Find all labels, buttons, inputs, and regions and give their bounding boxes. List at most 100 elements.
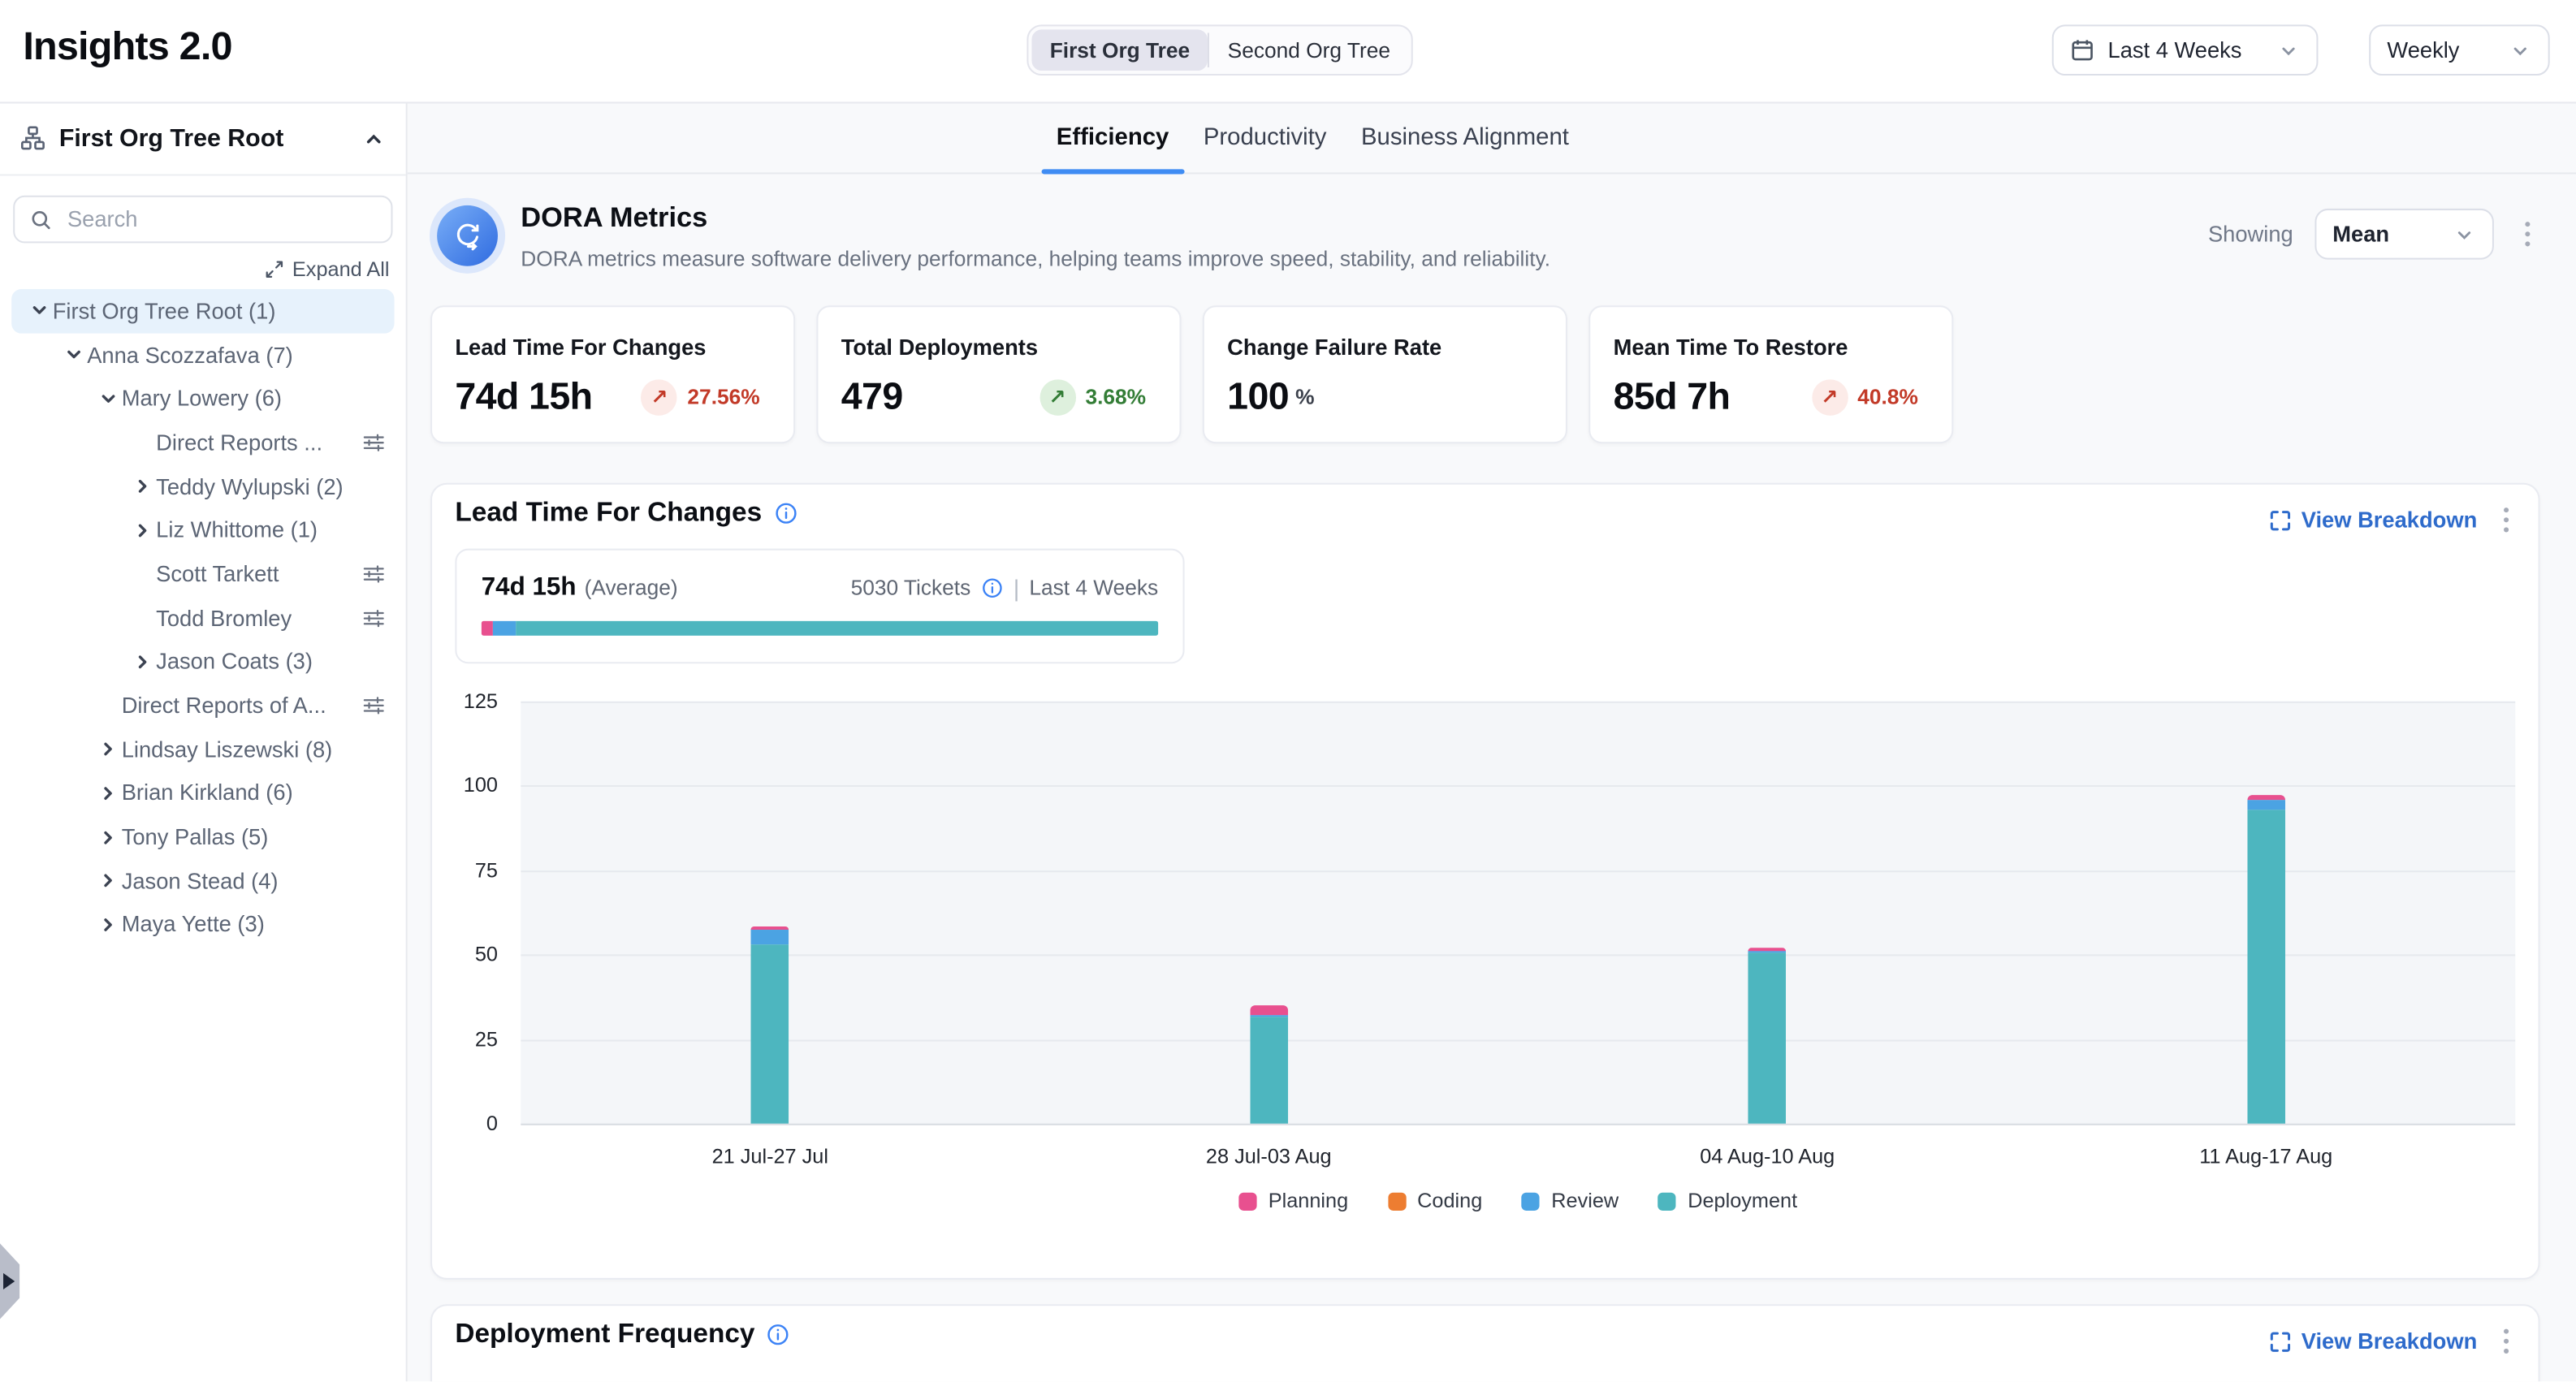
tree-chevron-spacer <box>128 561 156 587</box>
chevron-right-icon[interactable] <box>128 517 156 543</box>
chevron-right-icon[interactable] <box>93 824 121 850</box>
metric-card-delta-value: 27.56% <box>687 384 759 408</box>
y-axis-tick-label: 0 <box>432 1112 498 1135</box>
legend-item-review[interactable]: Review <box>1522 1190 1619 1212</box>
tree-item-label: Todd Bromley <box>156 606 292 630</box>
tab-productivity[interactable]: Productivity <box>1204 101 1327 172</box>
info-icon[interactable] <box>767 1323 791 1347</box>
sidebar-collapse-chevron-up-icon[interactable] <box>361 126 386 150</box>
metric-card-title: Total Deployments <box>841 335 1152 360</box>
tree-item-tony-pallas-5[interactable]: Tony Pallas (5) <box>11 815 394 859</box>
trend-up-arrow-icon: ↗ <box>642 378 678 415</box>
metric-card-delta-value: 3.68% <box>1085 384 1146 408</box>
tree-item-label: Teddy Wylupski (2) <box>156 474 343 499</box>
dora-cycle-icon <box>437 205 498 266</box>
tree-item-direct-reports-of-a[interactable]: Direct Reports of A... <box>11 684 394 728</box>
tree-chevron-spacer <box>128 430 156 456</box>
tree-item-liz-whittome-1[interactable]: Liz Whittome (1) <box>11 508 394 552</box>
chart-legend: Planning Coding Review Deployment <box>521 1190 2515 1212</box>
deployment-frequency-kebab-menu-icon[interactable] <box>2494 1323 2519 1361</box>
lead-time-kebab-menu-icon[interactable] <box>2494 501 2519 539</box>
filter-sliders-icon[interactable] <box>361 562 386 586</box>
search-icon <box>29 208 52 231</box>
chevron-down-icon <box>2453 222 2475 245</box>
tab-efficiency[interactable]: Efficiency <box>1057 101 1169 172</box>
tree-item-direct-reports[interactable]: Direct Reports ... <box>11 421 394 464</box>
tree-item-label: Jason Coats (3) <box>156 650 313 674</box>
phase-segment-planning <box>482 621 492 636</box>
y-axis-tick-label: 125 <box>432 690 498 713</box>
tabs: Efficiency Productivity Business Alignment <box>1057 101 1569 172</box>
dora-titles: DORA Metrics DORA metrics measure softwa… <box>521 202 1550 271</box>
bar-segment-review <box>751 930 789 944</box>
deployment-frequency-title-row: Deployment Frequency <box>455 1319 791 1350</box>
expand-all-button[interactable]: Expand All <box>16 258 389 281</box>
view-breakdown-button[interactable]: View Breakdown <box>2268 507 2477 532</box>
tree-item-label: Tony Pallas (5) <box>122 825 269 849</box>
tree-item-maya-yette-3[interactable]: Maya Yette (3) <box>11 903 394 947</box>
top-controls: Last 4 Weeks Weekly <box>2052 24 2550 76</box>
showing-select[interactable]: Mean <box>2315 209 2494 260</box>
gridline <box>521 786 2515 788</box>
tab-business-alignment[interactable]: Business Alignment <box>1361 101 1569 172</box>
bar-21-jul-27-jul[interactable] <box>751 927 789 1124</box>
org-tree-sidebar: First Org Tree Root Expand All First Org… <box>0 101 408 1381</box>
metric-card-value: 100 <box>1227 374 1289 419</box>
bar-11-aug-17-aug[interactable] <box>2247 795 2285 1123</box>
chevron-right-icon[interactable] <box>128 473 156 499</box>
chevron-down-icon[interactable] <box>24 298 52 324</box>
info-icon[interactable] <box>773 501 797 525</box>
tree-item-scott-tarkett[interactable]: Scott Tarkett <box>11 552 394 596</box>
chevron-right-icon[interactable] <box>128 649 156 675</box>
chevron-right-icon[interactable] <box>93 868 121 894</box>
bar-segment-review <box>2247 801 2285 810</box>
chevron-down-icon[interactable] <box>93 386 121 412</box>
summary-row: 74d 15h (Average) 5030 Tickets | Last 4 … <box>482 573 1158 602</box>
tree-item-label: Maya Yette (3) <box>122 913 265 937</box>
tree-item-jason-stead-4[interactable]: Jason Stead (4) <box>11 859 394 903</box>
tree-item-mary-lowery-6[interactable]: Mary Lowery (6) <box>11 377 394 421</box>
date-range-select[interactable]: Last 4 Weeks <box>2052 24 2319 76</box>
chevron-right-icon[interactable] <box>93 780 121 806</box>
search-input[interactable] <box>64 205 376 233</box>
chevron-right-icon[interactable] <box>93 736 121 762</box>
sidebar-header: First Org Tree Root <box>0 101 406 175</box>
legend-item-deployment[interactable]: Deployment <box>1658 1190 1797 1212</box>
view-breakdown-button[interactable]: View Breakdown <box>2268 1329 2477 1354</box>
org-tree-toggle-first-org-tree[interactable]: First Org Tree <box>1031 29 1208 71</box>
tree-item-todd-bromley[interactable]: Todd Bromley <box>11 596 394 640</box>
bar-28-jul-03-aug[interactable] <box>1250 1005 1288 1123</box>
metric-card-delta-badge: ↗ 27.56% <box>642 378 760 415</box>
info-icon[interactable] <box>980 576 1003 598</box>
filter-sliders-icon[interactable] <box>361 693 386 718</box>
org-tree-toggle-second-org-tree[interactable]: Second Org Tree <box>1209 29 1408 71</box>
tree-item-label: Liz Whittome (1) <box>156 518 318 542</box>
y-axis-tick-label: 100 <box>432 775 498 797</box>
tree-item-teddy-wylupski-2[interactable]: Teddy Wylupski (2) <box>11 464 394 508</box>
bar-segment-planning <box>1250 1005 1288 1015</box>
metric-card-change-failure-rate: Change Failure Rate100% <box>1203 305 1567 443</box>
summary-separator: | <box>1014 574 1019 600</box>
filter-sliders-icon[interactable] <box>361 606 386 630</box>
legend-item-planning[interactable]: Planning <box>1238 1190 1348 1212</box>
dora-kebab-menu-icon[interactable] <box>2515 215 2540 253</box>
trend-up-arrow-icon: ↗ <box>1039 378 1076 415</box>
chevron-down-icon[interactable] <box>59 342 87 368</box>
dora-subtitle: DORA metrics measure software delivery p… <box>521 246 1550 270</box>
showing-label: Showing <box>2208 222 2293 246</box>
bar-04-aug-10-aug[interactable] <box>1748 948 1787 1124</box>
chevron-right-icon[interactable] <box>93 912 121 938</box>
tree-item-label: Lindsay Liszewski (8) <box>122 737 333 762</box>
bar-segment-planning <box>2247 795 2285 801</box>
expand-corners-icon <box>2268 1330 2291 1353</box>
tree-item-brian-kirkland-6[interactable]: Brian Kirkland (6) <box>11 771 394 815</box>
bar-segment-deployment <box>751 944 789 1123</box>
legend-item-coding[interactable]: Coding <box>1388 1190 1483 1212</box>
tree-item-first-org-tree-root-1[interactable]: First Org Tree Root (1) <box>11 289 394 333</box>
filter-sliders-icon[interactable] <box>361 430 386 455</box>
tree-item-lindsay-liszewski-8[interactable]: Lindsay Liszewski (8) <box>11 728 394 771</box>
chevron-down-icon <box>2277 39 2300 62</box>
tree-item-anna-scozzafava-7[interactable]: Anna Scozzafava (7) <box>11 333 394 377</box>
tree-item-jason-coats-3[interactable]: Jason Coats (3) <box>11 640 394 684</box>
granularity-select[interactable]: Weekly <box>2369 24 2550 76</box>
